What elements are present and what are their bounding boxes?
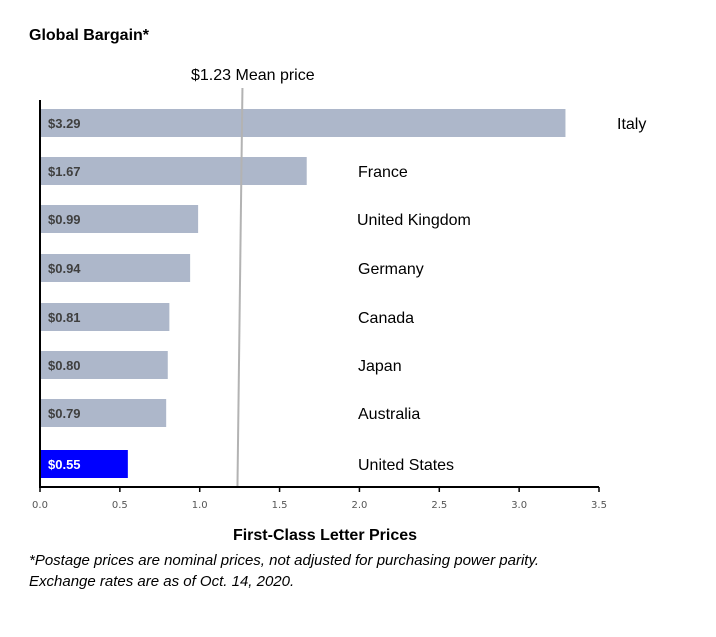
bar — [40, 351, 168, 379]
footnote-2: Exchange rates are as of Oct. 14, 2020. — [29, 573, 295, 590]
data-label: $0.81 — [48, 310, 81, 325]
category-label: Germany — [358, 261, 424, 278]
data-label: $3.29 — [48, 116, 81, 131]
data-label: $0.80 — [48, 358, 81, 373]
category-label: Canada — [358, 310, 414, 327]
x-tick-label: 0.0 — [32, 500, 48, 511]
data-label: $0.94 — [48, 261, 81, 276]
x-tick-label: 2.0 — [351, 500, 367, 511]
bar — [40, 303, 170, 331]
x-tick-label: 0.5 — [112, 500, 128, 511]
x-tick-label: 2.5 — [431, 500, 447, 511]
data-label: $0.79 — [48, 406, 81, 421]
mean-label: $1.23 Mean price — [191, 67, 315, 84]
category-label: France — [358, 164, 408, 181]
bar — [40, 205, 199, 233]
footnote-1: *Postage prices are nominal prices, not … — [29, 552, 539, 569]
x-tick-label: 3.5 — [591, 500, 607, 511]
bar — [40, 399, 167, 427]
bar — [40, 450, 128, 478]
data-label: $1.67 — [48, 164, 81, 179]
bar — [40, 157, 307, 185]
category-label: Italy — [617, 116, 646, 133]
bar — [40, 109, 566, 137]
x-axis-label: First-Class Letter Prices — [232, 527, 418, 544]
category-label: United Kingdom — [357, 212, 471, 229]
category-label: Japan — [358, 358, 402, 375]
data-label: $0.99 — [48, 212, 81, 227]
chart-title: Global Bargain* — [29, 27, 150, 44]
category-label: United States — [358, 457, 454, 474]
x-tick-label: 1.0 — [192, 500, 208, 511]
data-label: $0.55 — [48, 457, 81, 472]
bar — [40, 254, 191, 282]
x-tick-label: 3.0 — [511, 500, 527, 511]
x-tick-label: 1.5 — [272, 500, 288, 511]
category-label: Australia — [358, 406, 420, 423]
mean-line — [236, 87, 244, 488]
